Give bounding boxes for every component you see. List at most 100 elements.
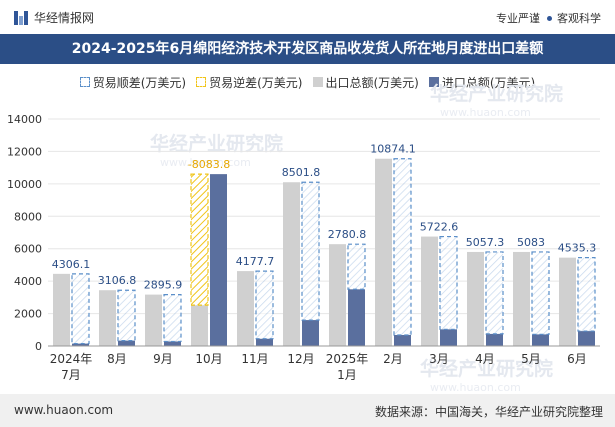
y-tick-label: 2000: [14, 308, 42, 321]
y-tick-label: 4000: [14, 275, 42, 288]
surplus-bar: [255, 270, 274, 340]
x-tick-label: 9月: [153, 352, 173, 366]
y-tick-label: 8000: [14, 210, 42, 223]
watermark-text: 华经产业研究院: [150, 132, 283, 155]
import-bar: [348, 289, 365, 346]
balance-data-label: 4306.1: [52, 258, 91, 271]
export-bar: [421, 236, 438, 346]
brand-logo[interactable]: 华经情报网: [14, 9, 94, 26]
x-tick-label: 2月: [383, 352, 403, 366]
deficit-bar: [190, 173, 209, 306]
chart-plot: 华经产业研究院www.huaon.com华经产业研究院www.huaon.com…: [7, 82, 600, 394]
x-tick-label: 2024年: [50, 352, 93, 366]
x-tick-label: 5月: [521, 352, 541, 366]
import-bar: [72, 343, 89, 346]
surplus-bar: [485, 251, 504, 335]
bullet-dot-icon: [547, 16, 552, 21]
legend-item-deficit[interactable]: 贸易逆差(万美元): [196, 74, 303, 91]
import-bar: [302, 320, 319, 346]
balance-data-label: 10874.1: [370, 143, 416, 156]
import-bar: [256, 338, 273, 346]
x-tick-label: 2025年: [326, 352, 369, 366]
surplus-bar: [301, 181, 320, 321]
legend-swatch-export: [312, 77, 323, 87]
x-tick-label: 1月: [337, 368, 357, 382]
watermark-text: 华经产业研究院: [420, 357, 553, 380]
watermark-url: www.huaon.com: [430, 381, 521, 394]
x-tick-label: 10月: [195, 352, 222, 366]
export-bar: [191, 305, 208, 346]
balance-data-label: 3106.8: [98, 274, 137, 287]
export-bar: [53, 273, 70, 346]
legend-item-surplus[interactable]: 贸易顺差(万美元): [79, 74, 187, 91]
legend-label-export: 出口总额(万美元): [325, 75, 419, 90]
balance-data-label: 8501.8: [282, 166, 321, 179]
balance-data-label: -8083.8: [188, 158, 230, 171]
slogan: 专业严谨 客观科学: [496, 10, 601, 26]
import-bar: [210, 174, 227, 346]
brand-name: 华经情报网: [34, 11, 95, 25]
x-tick-label: 4月: [475, 352, 495, 366]
export-bar: [513, 251, 530, 346]
balance-data-label: 5722.6: [420, 221, 459, 234]
watermark-group: 华经产业研究院www.huaon.com华经产业研究院www.huaon.com…: [150, 82, 563, 394]
legend-swatch-deficit: [196, 77, 207, 87]
legend-label-deficit: 贸易逆差(万美元): [209, 75, 303, 90]
footer-source: 数据来源：中国海关，华经产业研究院整理: [374, 405, 603, 419]
footer-site-link[interactable]: www.huaon.com: [14, 403, 114, 417]
surplus-bar: [393, 158, 412, 336]
slogan-right: 客观科学: [557, 12, 601, 25]
watermark-text: 华经产业研究院: [430, 82, 563, 105]
y-tick-label: 0: [35, 340, 42, 353]
surplus-bar: [577, 257, 596, 332]
import-bar: [486, 333, 503, 346]
export-bar: [145, 294, 162, 346]
export-bar: [375, 158, 392, 346]
x-tick-label: 8月: [107, 352, 127, 366]
footer: www.huaon.com 数据来源：中国海关，华经产业研究院整理: [0, 394, 615, 427]
chart-legend: 贸易顺差(万美元) 贸易逆差(万美元) 出口总额(万美元) 进口总额(万美元): [0, 72, 615, 92]
surplus-bar: [531, 251, 550, 335]
balance-data-label: 4535.3: [558, 242, 597, 255]
surplus-bar: [117, 289, 136, 342]
legend-swatch-import: [428, 77, 439, 87]
balance-data-label: 5083: [517, 236, 545, 249]
watermark-url: www.huaon.com: [440, 106, 531, 119]
import-bar: [394, 334, 411, 346]
x-tick-label: 6月: [567, 352, 587, 366]
export-bar: [283, 182, 300, 346]
import-bar: [532, 334, 549, 346]
y-tick-label: 14000: [7, 113, 42, 126]
import-bar: [578, 331, 595, 346]
balance-data-label: 4177.7: [236, 255, 275, 268]
surplus-bar: [347, 243, 366, 290]
top-bar: 华经情报网 专业严谨 客观科学: [0, 0, 615, 34]
y-tick-label: 12000: [7, 145, 42, 158]
slogan-left: 专业严谨: [496, 12, 540, 25]
import-bar: [118, 340, 135, 346]
export-bar: [99, 290, 116, 346]
chart-title: 2024-2025年6月绵阳经济技术开发区商品收发货人所在地月度进出口差额: [0, 34, 615, 64]
export-bar: [237, 271, 254, 346]
x-tick-label: 12月: [287, 352, 314, 366]
import-bar: [164, 341, 181, 346]
x-tick-label: 3月: [429, 352, 449, 366]
export-bar: [559, 257, 576, 346]
export-bar: [329, 244, 346, 346]
brand-logo-icon: [14, 10, 28, 25]
y-tick-label: 6000: [14, 243, 42, 256]
x-tick-label: 7月: [61, 368, 81, 382]
y-tick-label: 10000: [7, 178, 42, 191]
legend-label-surplus: 贸易顺差(万美元): [92, 75, 187, 90]
x-tick-label: 11月: [241, 352, 268, 366]
legend-item-import[interactable]: 进口总额(万美元): [428, 74, 536, 91]
watermark-url: www.huaon.com: [160, 156, 251, 169]
legend-label-import: 进口总额(万美元): [441, 75, 536, 90]
balance-data-label: 5057.3: [466, 236, 505, 249]
export-bar: [467, 251, 484, 346]
legend-item-export[interactable]: 出口总额(万美元): [312, 74, 419, 91]
balance-data-label: 2895.9: [144, 279, 183, 292]
balance-data-label: 2780.8: [328, 228, 367, 241]
surplus-bar: [71, 273, 90, 345]
legend-swatch-surplus: [79, 77, 90, 87]
